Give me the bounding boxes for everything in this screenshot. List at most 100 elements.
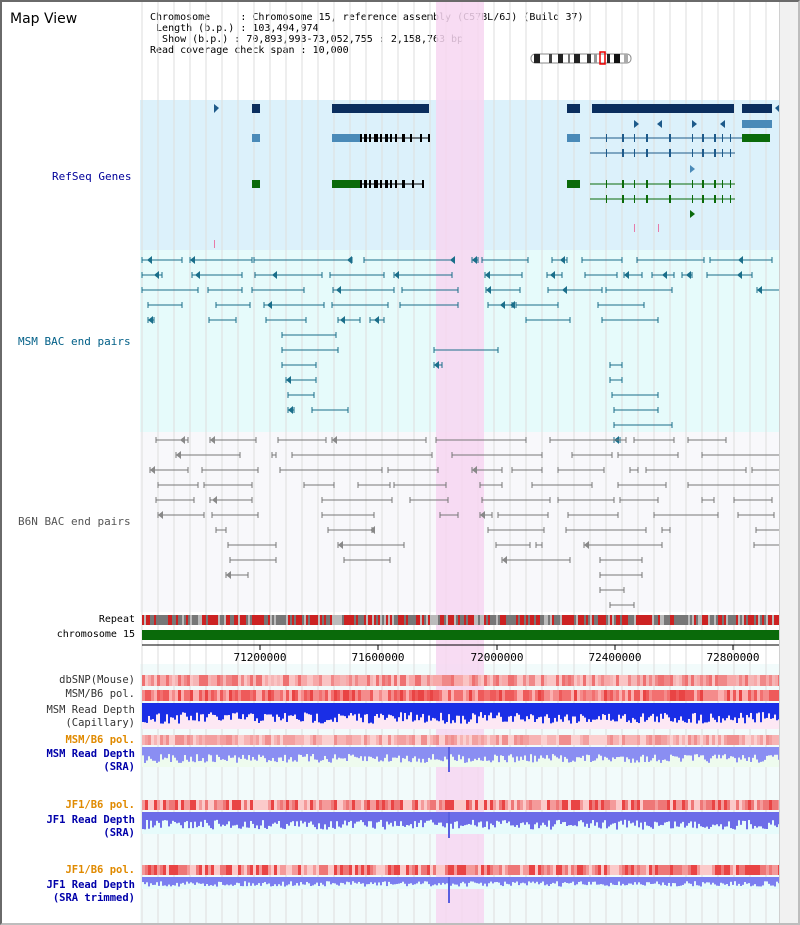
bac-end-pair[interactable] (287, 406, 295, 414)
bac-end-pair[interactable] (281, 362, 317, 368)
bac-end-pair[interactable] (497, 512, 549, 518)
bac-end-pair[interactable] (451, 452, 543, 458)
bac-end-pair[interactable] (617, 482, 667, 488)
bac-end-pair[interactable] (651, 271, 675, 279)
bac-end-pair[interactable] (439, 512, 459, 518)
chromosome-bar[interactable] (142, 630, 781, 640)
bac-end-pair[interactable] (291, 452, 433, 458)
gene-model[interactable] (590, 195, 735, 203)
bac-end-pair[interactable] (141, 271, 163, 279)
bac-end-pair[interactable] (271, 452, 277, 458)
bac-end-pair[interactable] (207, 287, 243, 293)
bac-end-pair[interactable] (369, 316, 385, 324)
bac-end-pair[interactable] (613, 422, 673, 428)
bac-end-pair[interactable] (209, 436, 257, 444)
bac-end-pair[interactable] (501, 556, 571, 564)
bac-end-pair[interactable] (599, 572, 643, 578)
gene-model[interactable] (360, 180, 424, 188)
bac-end-pair[interactable] (225, 571, 249, 579)
gene-model[interactable] (360, 134, 430, 142)
gene-arrow[interactable] (634, 120, 639, 128)
bac-end-pair[interactable] (623, 271, 643, 279)
bac-end-pair[interactable] (471, 466, 503, 474)
b6n-bac-track[interactable] (149, 436, 781, 624)
bac-end-pair[interactable] (613, 407, 659, 413)
bac-end-pair[interactable] (337, 316, 361, 324)
bac-end-pair[interactable] (495, 542, 531, 548)
bac-end-pair[interactable] (433, 361, 443, 369)
bac-end-pair[interactable] (254, 271, 323, 279)
bac-end-pair[interactable] (157, 482, 199, 488)
bac-end-pair[interactable] (263, 301, 325, 309)
bac-end-pair[interactable] (401, 287, 459, 293)
gene-model[interactable] (590, 149, 735, 157)
bac-end-pair[interactable] (510, 301, 559, 309)
bac-end-pair[interactable] (601, 317, 659, 323)
bac-end-pair[interactable] (706, 271, 753, 279)
bac-end-pair[interactable] (619, 497, 659, 503)
bac-end-pair[interactable] (636, 257, 705, 263)
bac-end-pair[interactable] (733, 497, 773, 503)
bac-end-pair[interactable] (511, 467, 543, 473)
bac-end-pair[interactable] (321, 497, 393, 503)
msm-pol-track-2[interactable] (142, 735, 781, 745)
bac-end-pair[interactable] (535, 542, 543, 548)
ideogram-position-marker[interactable] (599, 51, 606, 65)
bac-end-pair[interactable] (557, 467, 605, 473)
msm-bac-track[interactable] (141, 256, 782, 444)
msm-pol-track-1[interactable] (142, 690, 781, 701)
gene-arrow[interactable] (692, 120, 697, 128)
bac-end-pair[interactable] (583, 541, 663, 549)
bac-end-pair[interactable] (227, 542, 277, 548)
bac-end-pair[interactable] (363, 256, 455, 264)
bac-end-pair[interactable] (155, 497, 195, 503)
refseq-genes-track[interactable] (214, 104, 780, 248)
bac-end-pair[interactable] (617, 452, 679, 458)
gene-block[interactable] (332, 104, 429, 113)
bac-end-pair[interactable] (141, 287, 199, 293)
bac-end-pair[interactable] (433, 347, 499, 353)
bac-end-pair[interactable] (281, 332, 337, 338)
bac-end-pair[interactable] (155, 436, 189, 444)
chromosome-ideogram[interactable] (530, 51, 632, 65)
bac-end-pair[interactable] (215, 527, 227, 533)
gene-arrow[interactable] (690, 210, 695, 218)
msm-depth-capillary-track[interactable] (142, 703, 782, 729)
bac-end-pair[interactable] (329, 272, 385, 278)
gene-block[interactable] (742, 134, 770, 142)
bac-end-pair[interactable] (597, 302, 645, 308)
bac-end-pair[interactable] (357, 482, 391, 488)
bac-end-pair[interactable] (584, 272, 618, 278)
dbsnp-track[interactable] (142, 675, 781, 686)
gene-marker[interactable] (658, 224, 659, 232)
bac-end-pair[interactable] (189, 256, 253, 264)
gene-arrow[interactable] (690, 165, 695, 173)
bac-end-pair[interactable] (546, 271, 563, 279)
bac-end-pair[interactable] (253, 256, 353, 264)
bac-end-pair[interactable] (609, 362, 623, 368)
bac-end-pair[interactable] (629, 467, 639, 473)
bac-end-pair[interactable] (147, 302, 183, 308)
bac-end-pair[interactable] (157, 511, 205, 519)
gene-arrow[interactable] (657, 120, 662, 128)
bac-end-pair[interactable] (331, 436, 427, 444)
gene-block[interactable] (252, 180, 260, 188)
gene-model[interactable] (590, 134, 742, 142)
bac-end-pair[interactable] (229, 557, 277, 563)
bac-end-pair[interactable] (211, 512, 259, 518)
gene-block[interactable] (332, 180, 360, 188)
bac-end-pair[interactable] (549, 437, 627, 443)
bac-end-pair[interactable] (285, 376, 317, 384)
bac-end-pair[interactable] (409, 497, 449, 503)
repeat-track[interactable] (142, 615, 782, 625)
bac-end-pair[interactable] (399, 302, 459, 308)
bac-end-pair[interactable] (709, 256, 773, 264)
gene-block[interactable] (742, 104, 772, 113)
bac-end-pair[interactable] (567, 512, 619, 518)
bac-end-pair[interactable] (175, 451, 241, 459)
bac-end-pair[interactable] (605, 287, 673, 293)
bac-end-pair[interactable] (215, 302, 251, 308)
gene-block[interactable] (592, 104, 734, 113)
bac-end-pair[interactable] (147, 316, 155, 324)
bac-end-pair[interactable] (645, 467, 747, 473)
